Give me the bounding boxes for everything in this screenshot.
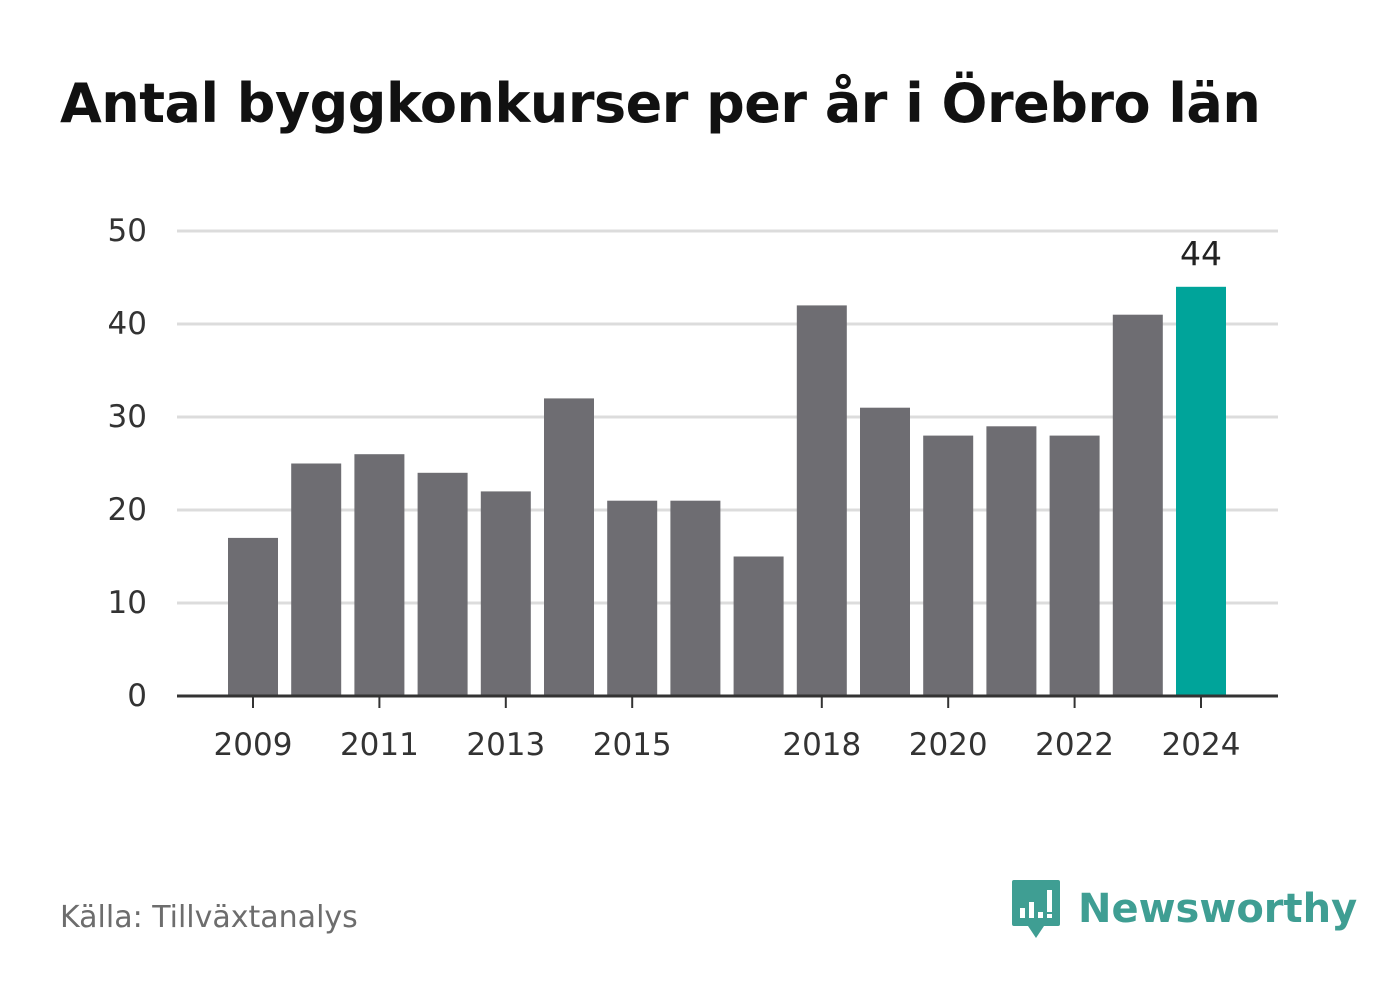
brand-name: Newsworthy <box>1078 886 1358 932</box>
bar-2018 <box>796 305 847 696</box>
y-tick-label-0: 0 <box>127 678 147 714</box>
bar-2014 <box>544 398 594 696</box>
y-tick-label-10: 10 <box>108 585 147 621</box>
bar-2010 <box>291 463 342 696</box>
bar-2021 <box>986 426 1037 696</box>
newsworthy-logo-icon <box>1012 880 1060 938</box>
x-tick-label-2011: 2011 <box>340 727 419 763</box>
y-tick-label-40: 40 <box>108 306 147 342</box>
y-tick-label-20: 20 <box>108 492 147 528</box>
bar-2022 <box>1049 435 1100 696</box>
source-note: Källa: Tillväxtanalys <box>60 900 358 935</box>
x-tick-label-2013: 2013 <box>466 727 545 763</box>
bar-2009 <box>228 537 278 696</box>
x-tick-label-2015: 2015 <box>593 727 672 763</box>
chart-title: Antal byggkonkurser per år i Örebro län <box>60 72 1261 135</box>
y-tick-label-50: 50 <box>108 213 147 249</box>
x-tick-label-2022: 2022 <box>1035 727 1114 763</box>
bar-2023 <box>1112 314 1163 696</box>
newsworthy-logo[interactable]: Newsworthy <box>1010 878 1357 940</box>
bar-2011 <box>354 454 405 696</box>
axes <box>177 694 1278 708</box>
bar-2016 <box>670 500 721 696</box>
x-tick-label-2024: 2024 <box>1162 727 1241 763</box>
bar-2024 <box>1176 286 1226 696</box>
data-label-2024: 44 <box>1180 234 1222 273</box>
bar-2015 <box>607 500 658 696</box>
bar-2013 <box>480 491 531 696</box>
x-tick-label-2020: 2020 <box>909 727 988 763</box>
bar-2017 <box>733 556 784 696</box>
bar-2020 <box>923 435 974 696</box>
bar-2012 <box>417 472 468 696</box>
x-tick-label-2018: 2018 <box>782 727 861 763</box>
x-tick-label-2009: 2009 <box>214 727 293 763</box>
y-tick-label-30: 30 <box>108 399 147 435</box>
tick-labels: 0 10 20 30 40 50 44 2009 2011 2013 2015 2018 2020 202… <box>108 213 1241 763</box>
bars <box>228 286 1226 696</box>
bar-2019 <box>860 407 910 696</box>
